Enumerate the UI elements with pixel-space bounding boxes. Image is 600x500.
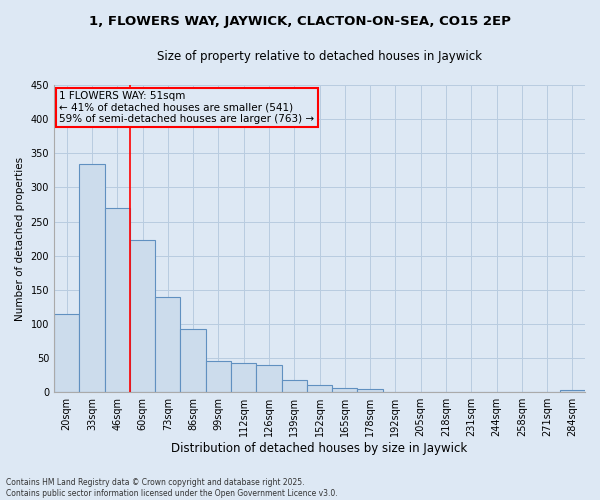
- Text: 1 FLOWERS WAY: 51sqm
← 41% of detached houses are smaller (541)
59% of semi-deta: 1 FLOWERS WAY: 51sqm ← 41% of detached h…: [59, 91, 314, 124]
- Bar: [358, 389, 383, 392]
- Bar: [181, 328, 206, 392]
- Y-axis label: Number of detached properties: Number of detached properties: [15, 156, 25, 320]
- Bar: [307, 386, 332, 392]
- Bar: [332, 388, 358, 392]
- Text: Contains HM Land Registry data © Crown copyright and database right 2025.
Contai: Contains HM Land Registry data © Crown c…: [6, 478, 338, 498]
- Bar: [79, 164, 104, 392]
- Bar: [231, 363, 256, 392]
- Bar: [560, 390, 585, 392]
- Bar: [130, 240, 155, 392]
- Bar: [54, 314, 79, 392]
- Bar: [206, 362, 231, 392]
- X-axis label: Distribution of detached houses by size in Jaywick: Distribution of detached houses by size …: [172, 442, 467, 455]
- Bar: [281, 380, 307, 392]
- Text: 1, FLOWERS WAY, JAYWICK, CLACTON-ON-SEA, CO15 2EP: 1, FLOWERS WAY, JAYWICK, CLACTON-ON-SEA,…: [89, 15, 511, 28]
- Bar: [104, 208, 130, 392]
- Title: Size of property relative to detached houses in Jaywick: Size of property relative to detached ho…: [157, 50, 482, 63]
- Bar: [256, 365, 281, 392]
- Bar: [155, 296, 181, 392]
